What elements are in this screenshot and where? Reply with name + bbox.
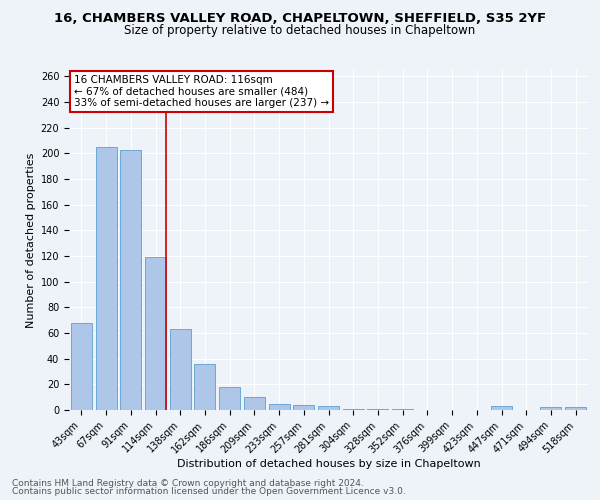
Bar: [491, 406, 512, 410]
Bar: [293, 405, 314, 410]
Text: 16 CHAMBERS VALLEY ROAD: 116sqm
← 67% of detached houses are smaller (484)
33% o: 16 CHAMBERS VALLEY ROAD: 116sqm ← 67% of…: [74, 75, 329, 108]
Bar: [367, 408, 388, 410]
Bar: [541, 408, 562, 410]
Bar: [95, 147, 116, 410]
Bar: [194, 364, 215, 410]
Bar: [145, 258, 166, 410]
Text: Size of property relative to detached houses in Chapeltown: Size of property relative to detached ho…: [124, 24, 476, 37]
Bar: [269, 404, 290, 410]
Text: Contains HM Land Registry data © Crown copyright and database right 2024.: Contains HM Land Registry data © Crown c…: [12, 478, 364, 488]
Bar: [318, 406, 339, 410]
Bar: [392, 408, 413, 410]
Bar: [120, 150, 141, 410]
X-axis label: Distribution of detached houses by size in Chapeltown: Distribution of detached houses by size …: [176, 459, 481, 469]
Bar: [170, 329, 191, 410]
Bar: [343, 408, 364, 410]
Bar: [565, 408, 586, 410]
Bar: [244, 397, 265, 410]
Text: 16, CHAMBERS VALLEY ROAD, CHAPELTOWN, SHEFFIELD, S35 2YF: 16, CHAMBERS VALLEY ROAD, CHAPELTOWN, SH…: [54, 12, 546, 26]
Bar: [219, 387, 240, 410]
Bar: [71, 323, 92, 410]
Text: Contains public sector information licensed under the Open Government Licence v3: Contains public sector information licen…: [12, 487, 406, 496]
Y-axis label: Number of detached properties: Number of detached properties: [26, 152, 37, 328]
